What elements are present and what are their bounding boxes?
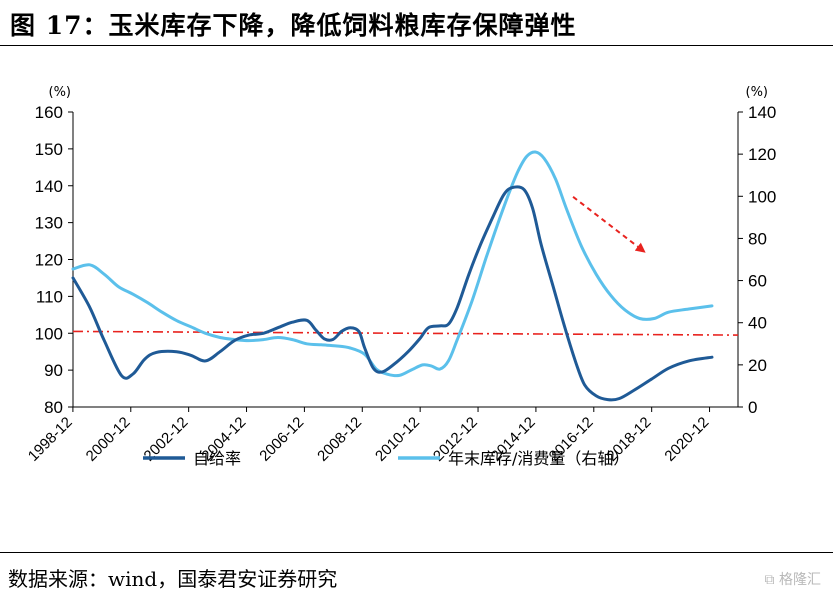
line-chart: 80 90 100 110 120 130 140 150 160 0 20 40 60 80 100 120… <box>25 85 777 468</box>
right-tick-label: 100 <box>748 187 776 206</box>
title-rule <box>0 45 833 46</box>
trend-arrow <box>572 196 646 253</box>
reference-line-100 <box>72 330 739 336</box>
left-tick-label: 110 <box>36 287 63 306</box>
legend-label-self-sufficiency: 自给率 <box>193 449 241 468</box>
left-tick-label: 160 <box>35 103 63 122</box>
left-tick-label: 90 <box>44 361 63 380</box>
series-line-stock-ratio <box>71 150 714 378</box>
x-tick-label: 2006-12 <box>256 414 307 465</box>
watermark-text: 格隆汇 <box>779 572 821 588</box>
right-axis-unit: (%) <box>746 85 769 100</box>
left-axis-unit: (%) <box>49 85 72 100</box>
data-source-note: 数据来源：wind，国泰君安证券研究 <box>8 567 338 591</box>
right-tick-label: 80 <box>748 229 767 248</box>
series-line-self-sufficiency <box>71 185 714 402</box>
right-tick-label: 0 <box>748 398 757 417</box>
right-tick-label: 60 <box>748 272 767 291</box>
x-tick-label: 1998-12 <box>25 414 76 465</box>
left-tick-label: 140 <box>35 177 63 196</box>
x-tick-label: 2008-12 <box>314 414 365 465</box>
right-tick-label: 140 <box>748 103 776 122</box>
right-tick-label: 20 <box>748 356 767 375</box>
left-tick-label: 150 <box>35 140 63 159</box>
x-tick-label: 2020-12 <box>661 414 712 465</box>
right-tick-label: 40 <box>748 314 767 333</box>
left-tick-label: 80 <box>44 398 63 417</box>
left-tick-label: 100 <box>35 324 63 343</box>
left-tick-label: 120 <box>35 251 63 270</box>
left-tick-label: 130 <box>35 214 63 233</box>
watermark: ⧉ 格隆汇 <box>765 569 821 589</box>
legend-label-stock-ratio: 年末库存/消费量（右轴） <box>448 449 629 468</box>
footer-rule <box>0 552 833 553</box>
x-tick-label: 2000-12 <box>83 414 134 465</box>
right-tick-label: 120 <box>748 145 776 164</box>
chart-title: 图 17：玉米库存下降，降低饲料粮库存保障弹性 <box>10 11 577 40</box>
watermark-logo-icon: ⧉ <box>764 572 775 588</box>
